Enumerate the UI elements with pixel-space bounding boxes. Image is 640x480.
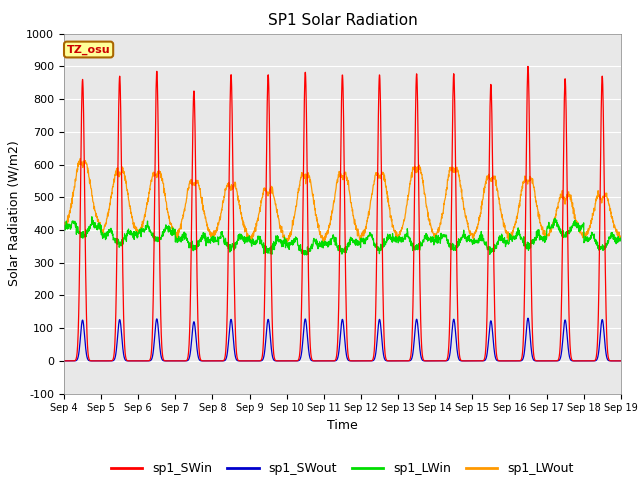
Line: sp1_SWout: sp1_SWout (64, 318, 621, 361)
sp1_SWout (358, 358, 366, 364)
sp1_LWout (371, 173, 379, 179)
sp1_SWin (216, 358, 223, 364)
sp1_LWout (216, 216, 223, 222)
sp1_LWin (584, 239, 591, 244)
sp1_SWout (584, 358, 591, 364)
Line: sp1_LWout: sp1_LWout (64, 158, 621, 242)
sp1_LWout (319, 240, 326, 245)
sp1_LWin (371, 244, 379, 250)
sp1_LWout (584, 228, 591, 234)
sp1_SWout (568, 358, 575, 363)
Y-axis label: Solar Radiation (W/m2): Solar Radiation (W/m2) (8, 141, 20, 287)
sp1_SWout (371, 356, 378, 362)
sp1_SWin (358, 358, 366, 364)
sp1_LWout (505, 238, 513, 243)
Text: TZ_osu: TZ_osu (67, 44, 111, 55)
Legend: sp1_SWin, sp1_SWout, sp1_LWin, sp1_LWout: sp1_SWin, sp1_SWout, sp1_LWin, sp1_LWout (106, 457, 579, 480)
sp1_LWin (617, 235, 625, 241)
X-axis label: Time: Time (327, 419, 358, 432)
sp1_LWin (88, 214, 96, 220)
sp1_LWout (76, 156, 84, 161)
sp1_SWin (504, 358, 512, 364)
sp1_SWin (617, 358, 625, 364)
sp1_LWin (568, 225, 576, 230)
sp1_LWin (60, 223, 68, 228)
sp1_SWin (584, 358, 591, 364)
sp1_SWout (504, 358, 512, 364)
sp1_SWout (524, 315, 532, 321)
Line: sp1_LWin: sp1_LWin (64, 217, 621, 255)
sp1_SWout (617, 358, 625, 364)
sp1_LWin (216, 234, 223, 240)
sp1_LWin (359, 238, 367, 244)
sp1_LWin (303, 252, 310, 258)
sp1_SWout (60, 358, 68, 364)
sp1_LWout (60, 224, 68, 230)
sp1_LWout (617, 233, 625, 239)
sp1_SWin (371, 344, 378, 350)
sp1_SWout (216, 358, 223, 364)
sp1_SWin (568, 357, 575, 362)
sp1_SWin (60, 358, 68, 364)
sp1_SWin (524, 63, 532, 69)
sp1_LWout (568, 201, 576, 207)
sp1_LWin (505, 240, 513, 246)
Line: sp1_SWin: sp1_SWin (64, 66, 621, 361)
sp1_LWout (359, 233, 367, 239)
Title: SP1 Solar Radiation: SP1 Solar Radiation (268, 13, 417, 28)
